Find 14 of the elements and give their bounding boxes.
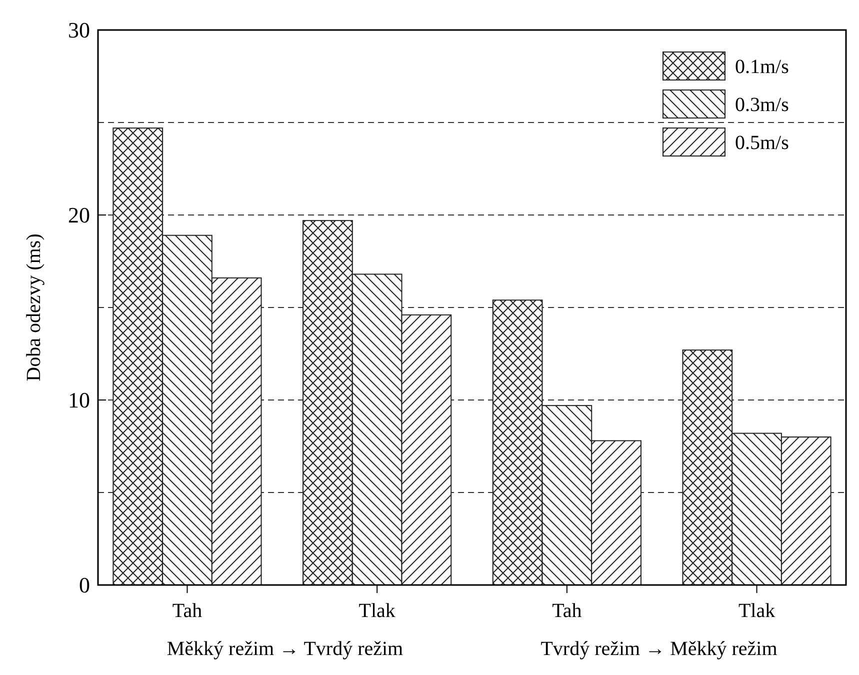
y-axis-title: Doba odezvy (ms) [23,234,45,382]
legend-label: 0.5m/s [735,132,790,154]
legend-label: 0.1m/s [735,56,790,78]
x-tick-label: Tah [552,600,582,622]
text: Tvrdý režim → Měkký režim [540,638,778,660]
x-tick-label: Tah [172,600,202,622]
y-tick-label: 10 [68,388,90,413]
x-tick-label: Tlak [358,600,396,622]
y-tick-label: 20 [68,202,90,228]
x-tick-label: Tlak [738,600,776,622]
text: Měkký režim → Tvrdý režim [166,638,404,660]
y-tick-label: 30 [68,18,90,43]
y-tick-label: 0 [79,572,90,598]
legend-label: 0.3m/s [735,94,790,116]
